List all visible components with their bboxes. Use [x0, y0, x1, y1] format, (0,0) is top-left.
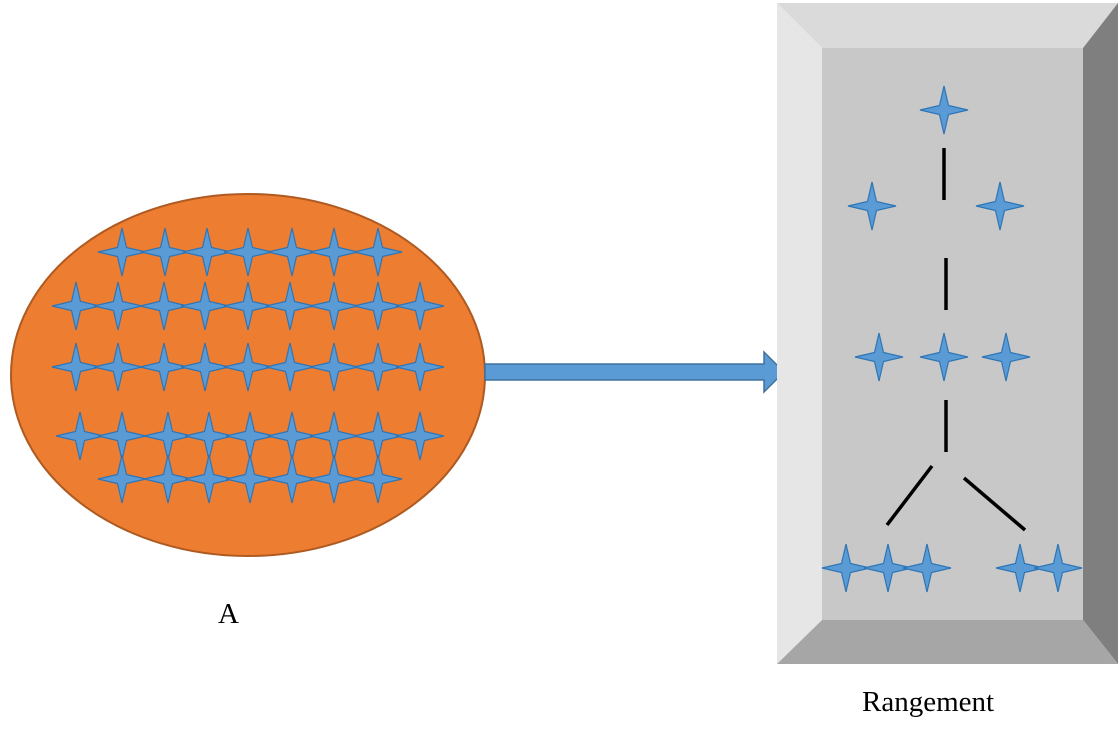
four-point-star-icon — [51, 281, 101, 331]
four-point-star-icon — [223, 227, 273, 277]
four-point-star-icon — [395, 411, 445, 461]
four-point-star-icon — [821, 543, 871, 593]
four-point-star-icon — [265, 281, 315, 331]
four-point-star-icon — [975, 181, 1025, 231]
four-point-star-icon — [265, 342, 315, 392]
right-arrow-icon — [484, 350, 786, 394]
box-bevel-bottom — [777, 620, 1118, 664]
box-star-group — [821, 85, 1083, 593]
tree-lines — [885, 148, 1027, 532]
four-point-star-icon — [847, 181, 897, 231]
four-point-star-icon — [223, 342, 273, 392]
four-point-star-icon — [353, 342, 403, 392]
four-point-star-icon — [97, 454, 147, 504]
four-point-star-icon — [223, 281, 273, 331]
four-point-star-icon — [353, 281, 403, 331]
four-point-star-icon — [395, 281, 445, 331]
four-point-star-icon — [143, 454, 193, 504]
four-point-star-icon — [184, 454, 234, 504]
four-point-star-icon — [309, 227, 359, 277]
four-point-star-icon — [139, 342, 189, 392]
four-point-star-icon — [353, 454, 403, 504]
four-point-star-icon — [225, 454, 275, 504]
four-point-star-icon — [182, 227, 232, 277]
four-point-star-icon — [309, 281, 359, 331]
four-point-star-icon — [919, 332, 969, 382]
four-point-star-icon — [180, 281, 230, 331]
four-point-star-icon — [51, 342, 101, 392]
label-a: A — [218, 598, 239, 630]
four-point-star-icon — [981, 332, 1031, 382]
four-point-star-icon — [902, 543, 952, 593]
four-point-star-icon — [93, 342, 143, 392]
four-point-star-icon — [919, 85, 969, 135]
four-point-star-icon — [267, 454, 317, 504]
four-point-star-icon — [309, 342, 359, 392]
four-point-star-icon — [995, 543, 1045, 593]
box-bevel-left — [777, 3, 822, 664]
four-point-star-icon — [267, 227, 317, 277]
tree-line-branch-right — [962, 476, 1027, 532]
four-point-star-icon — [1033, 543, 1083, 593]
storage-box — [777, 3, 1118, 664]
four-point-star-icon — [93, 281, 143, 331]
label-rangement: Rangement — [862, 686, 995, 718]
four-point-star-icon — [863, 543, 913, 593]
four-point-star-icon — [97, 227, 147, 277]
box-face — [822, 48, 1083, 620]
tree-line-branch-left — [885, 464, 934, 527]
box-bevel-right — [1083, 3, 1118, 664]
ellipse-star-group — [51, 227, 445, 504]
four-point-star-icon — [140, 227, 190, 277]
four-point-star-icon — [353, 227, 403, 277]
four-point-star-icon — [309, 454, 359, 504]
four-point-star-icon — [180, 342, 230, 392]
four-point-star-icon — [854, 332, 904, 382]
four-point-star-icon — [139, 281, 189, 331]
four-point-star-icon — [395, 342, 445, 392]
four-point-star-icon — [55, 411, 105, 461]
box-bevel-top — [777, 3, 1118, 48]
